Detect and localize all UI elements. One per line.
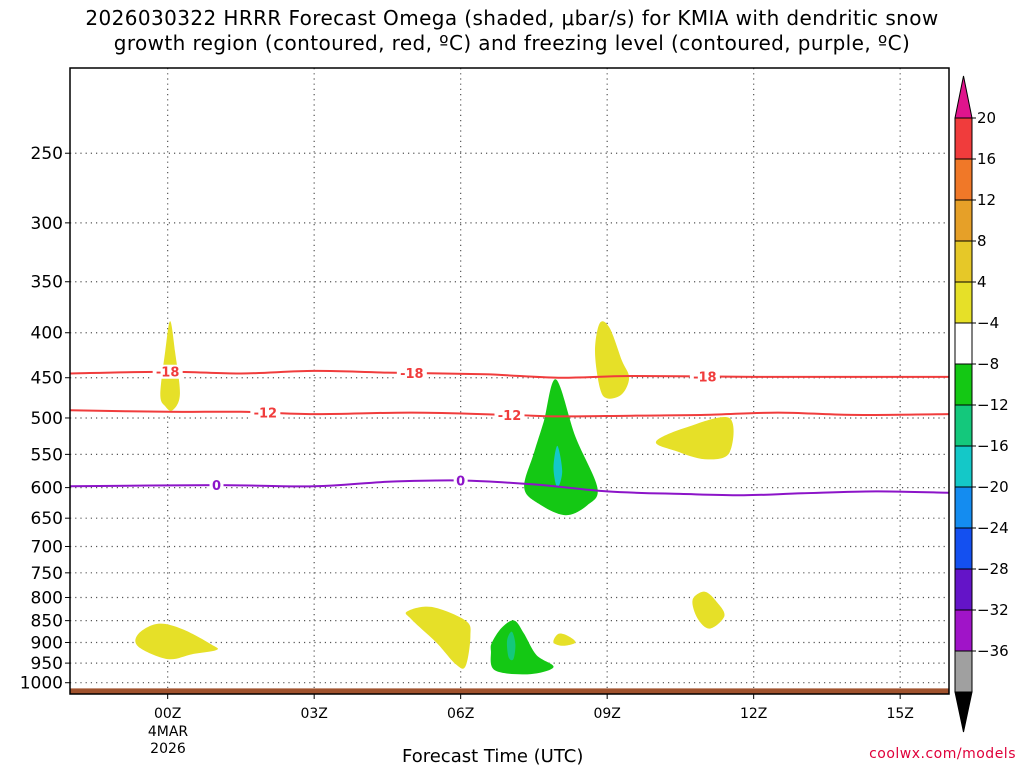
colorbar-label-10: −24 [977, 519, 1009, 537]
plot-area [70, 68, 949, 694]
y-tick-label-550: 550 [31, 445, 63, 465]
freezing-level-label-bg-0 [209, 478, 224, 493]
colorbar-top-arrow [954, 75, 973, 119]
colorbar-label-5: −4 [977, 314, 999, 332]
colorbar-label-0: 20 [977, 109, 996, 127]
colorbar-box-13 [954, 650, 973, 693]
dgz-minus18-line [69, 369, 949, 379]
omega-neg-2-core [506, 631, 516, 661]
freezing-level-label-0: 0 [212, 479, 221, 494]
x-tick-label-15Z: 15Z [886, 706, 913, 722]
terrain-layer [70, 688, 949, 694]
chart-title: 2026030322 HRRR Forecast Omega (shaded, … [0, 6, 1024, 56]
dgz-minus12-label-1: -12 [498, 409, 522, 424]
dgz-minus12-label-bg-0 [250, 405, 281, 420]
x-date-label-year: 2026 [150, 741, 186, 757]
y-axis: 2503003504004505005506006507007508008509… [20, 144, 70, 694]
colorbar-label-8: −16 [977, 437, 1009, 455]
colorbar-label-1: 16 [977, 150, 996, 168]
dgz-minus12-label-0: -12 [254, 407, 278, 422]
colorbar-box-6 [954, 363, 973, 406]
dgz-minus12-line [69, 409, 950, 418]
colorbar-box-9 [954, 486, 973, 529]
plot-border [69, 67, 950, 695]
y-tick-label-700: 700 [31, 537, 63, 557]
omega-neg-1 [524, 379, 598, 516]
contour-lines: -18 -18 -18 -12 -12 0 0 [69, 364, 950, 497]
freezing-level-label-1: 0 [456, 475, 465, 490]
x-tick-label-06Z: 06Z [447, 706, 474, 722]
omega-pos-3 [655, 416, 734, 460]
y-tick-label-900: 900 [31, 633, 63, 653]
y-tick-label-400: 400 [31, 324, 63, 344]
x-axis-title: Forecast Time (UTC) [402, 746, 584, 767]
freezing-level-label-bg-1 [453, 473, 468, 488]
y-tick-label-800: 800 [31, 588, 63, 608]
omega-shaded-regions [135, 321, 734, 675]
colorbar-label-12: −32 [977, 601, 1009, 619]
x-tick-label-09Z: 09Z [593, 706, 620, 722]
colorbar-box-0 [954, 117, 973, 160]
y-tick-label-300: 300 [31, 214, 63, 234]
colorbar-label-4: 4 [977, 273, 987, 291]
y-tick-label-500: 500 [31, 409, 63, 429]
surface-terrain [70, 688, 949, 694]
dgz-minus18-label-2: -18 [693, 371, 717, 386]
y-tick-label-1000: 1000 [20, 674, 63, 694]
dgz-minus18-label-bg-2 [689, 369, 720, 384]
colorbar-label-7: −12 [977, 396, 1009, 414]
colorbar-box-2 [954, 199, 973, 242]
colorbar-box-5 [954, 322, 973, 365]
y-tick-label-950: 950 [31, 654, 63, 674]
colorbar-label-11: −28 [977, 560, 1009, 578]
omega-pos-2 [595, 321, 630, 399]
x-tick-label-03Z: 03Z [300, 706, 327, 722]
dgz-minus18-label-bg-0 [152, 364, 183, 379]
colorbar-box-3 [954, 240, 973, 283]
y-tick-label-600: 600 [31, 479, 63, 499]
colorbar-label-9: −20 [977, 478, 1009, 496]
dgz-minus12-label-bg-1 [494, 407, 525, 422]
chart-title-line-2: growth region (contoured, red, ºC) and f… [113, 31, 911, 55]
y-tick-label-650: 650 [31, 509, 63, 529]
omega-neg-2 [490, 620, 554, 675]
colorbar-box-1 [954, 158, 973, 201]
colorbar: 20 16 12 8 4 −4 −8 −12 −16 −20 −24 −28 −32 −36 [954, 75, 1009, 733]
omega-pos-5 [405, 606, 471, 669]
y-tick-label-750: 750 [31, 564, 63, 584]
colorbar-box-7 [954, 404, 973, 447]
colorbar-box-12 [954, 609, 973, 652]
dgz-minus18-label-bg-1 [396, 366, 427, 381]
colorbar-box-8 [954, 445, 973, 488]
colorbar-bottom-arrow [954, 691, 973, 733]
freezing-level-line [69, 479, 950, 497]
omega-pos-6 [692, 591, 725, 629]
credit-link[interactable]: coolwx.com/models [869, 746, 1016, 762]
colorbar-box-11 [954, 568, 973, 611]
dgz-minus18-label-1: -18 [400, 367, 424, 382]
colorbar-box-10 [954, 527, 973, 570]
omega-pos-7 [553, 633, 576, 646]
y-tick-label-450: 450 [31, 369, 63, 389]
y-tick-label-350: 350 [31, 273, 63, 293]
colorbar-label-3: 8 [977, 232, 987, 250]
x-date-label-day: 4MAR [148, 724, 189, 740]
x-tick-label-00Z: 00Z [154, 706, 181, 722]
colorbar-box-4 [954, 281, 973, 324]
colorbar-label-13: −36 [977, 642, 1009, 660]
y-tick-label-250: 250 [31, 144, 63, 164]
colorbar-label-6: −8 [977, 355, 999, 373]
y-tick-label-850: 850 [31, 612, 63, 632]
x-axis: 00Z 03Z 06Z 09Z 12Z 15Z [154, 694, 914, 722]
omega-pos-4 [135, 623, 218, 660]
dgz-minus18-label-0: -18 [156, 366, 180, 381]
omega-neg-1-core [553, 445, 563, 488]
colorbar-label-2: 12 [977, 191, 996, 209]
chart-title-line-1: 2026030322 HRRR Forecast Omega (shaded, … [85, 6, 939, 30]
x-tick-label-12Z: 12Z [740, 706, 767, 722]
